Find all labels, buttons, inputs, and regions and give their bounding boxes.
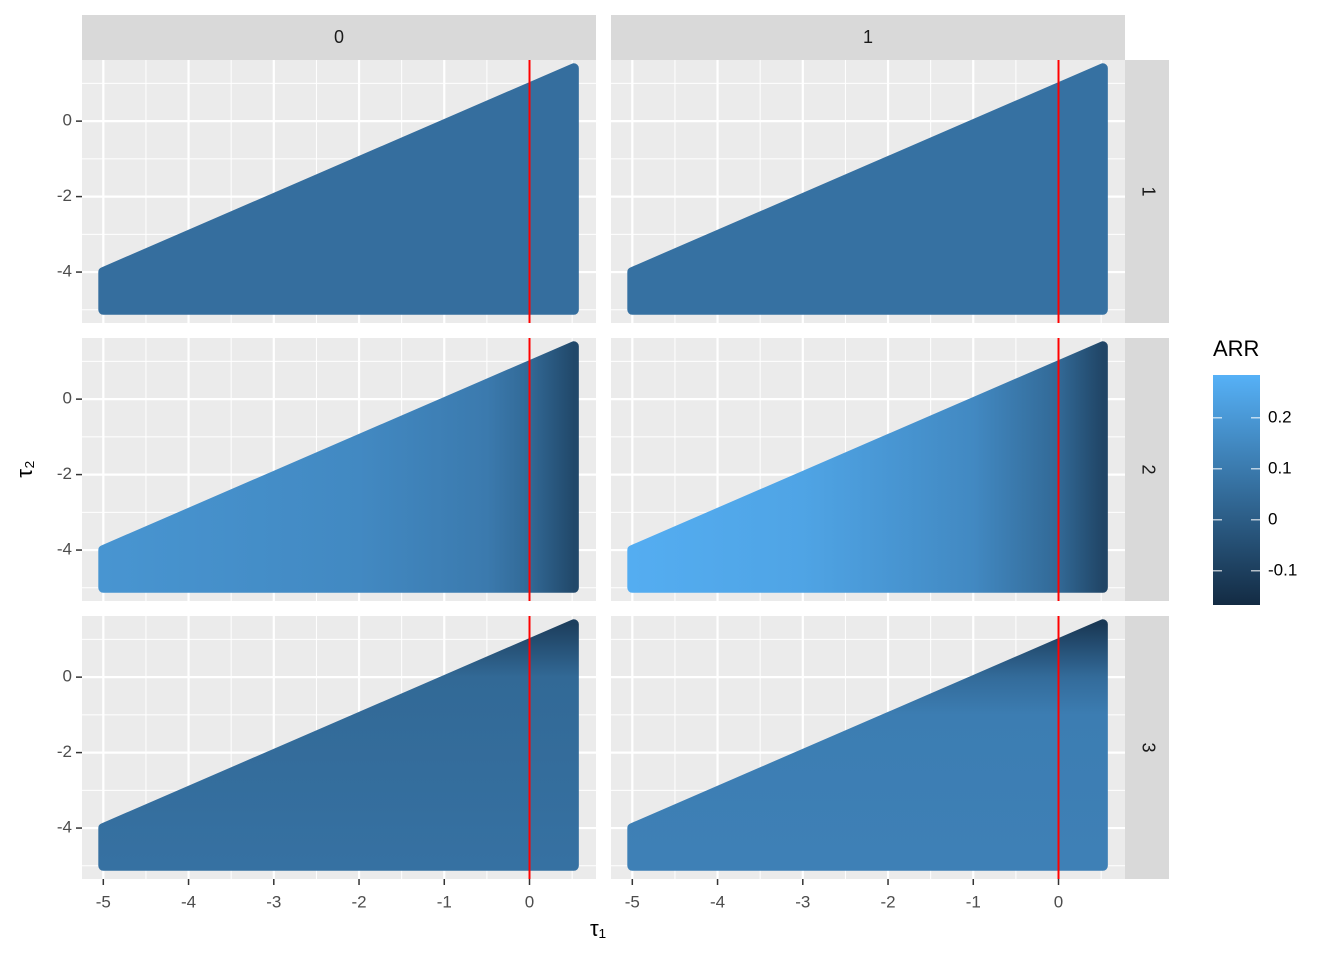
y-tick-label: -4 (57, 540, 72, 559)
y-axis-label: τ₂ (12, 460, 37, 477)
colorbar-label: -0.1 (1268, 560, 1297, 579)
facet-strip (1125, 338, 1169, 601)
x-tick-label: -1 (966, 892, 981, 911)
colorbar-label: 0 (1268, 509, 1277, 528)
x-tick-label: -2 (351, 892, 366, 911)
y-tick-label: 0 (63, 111, 72, 130)
x-tick-label: -4 (710, 892, 725, 911)
facet-row-label: 2 (1138, 464, 1158, 474)
arr-region (98, 341, 579, 593)
arr-region (627, 619, 1108, 871)
facet-row-label: 3 (1138, 742, 1158, 752)
facet-strip (82, 15, 596, 60)
x-tick-label: -5 (96, 892, 111, 911)
y-tick-label: -4 (57, 262, 72, 281)
x-tick-label: 0 (1054, 892, 1063, 911)
x-tick-label: 0 (525, 892, 534, 911)
colorbar (1213, 375, 1260, 605)
y-tick-label: 0 (63, 667, 72, 686)
y-tick-label: -2 (57, 742, 72, 761)
facet-strip (1125, 60, 1169, 323)
x-tick-label: -3 (266, 892, 281, 911)
x-tick-label: -3 (795, 892, 810, 911)
facet-col-label: 0 (334, 27, 344, 47)
facet-row-label: 1 (1138, 186, 1158, 196)
legend-title: ARR (1213, 336, 1259, 361)
arr-region (98, 619, 579, 871)
y-tick-label: -2 (57, 186, 72, 205)
facet-strip (611, 15, 1125, 60)
y-tick-label: -4 (57, 818, 72, 837)
x-tick-label: -1 (437, 892, 452, 911)
colorbar-label: 0.1 (1268, 458, 1292, 477)
y-tick-label: -2 (57, 464, 72, 483)
arr-region (627, 63, 1108, 315)
arr-region (627, 341, 1108, 593)
facet-strip (1125, 616, 1169, 879)
x-axis-label: τ₁ (590, 916, 606, 941)
facet-col-label: 1 (863, 27, 873, 47)
x-tick-label: -5 (625, 892, 640, 911)
x-tick-label: -2 (880, 892, 895, 911)
y-tick-label: 0 (63, 389, 72, 408)
arr-region (98, 63, 579, 315)
colorbar-label: 0.2 (1268, 407, 1292, 426)
x-tick-label: -4 (181, 892, 196, 911)
